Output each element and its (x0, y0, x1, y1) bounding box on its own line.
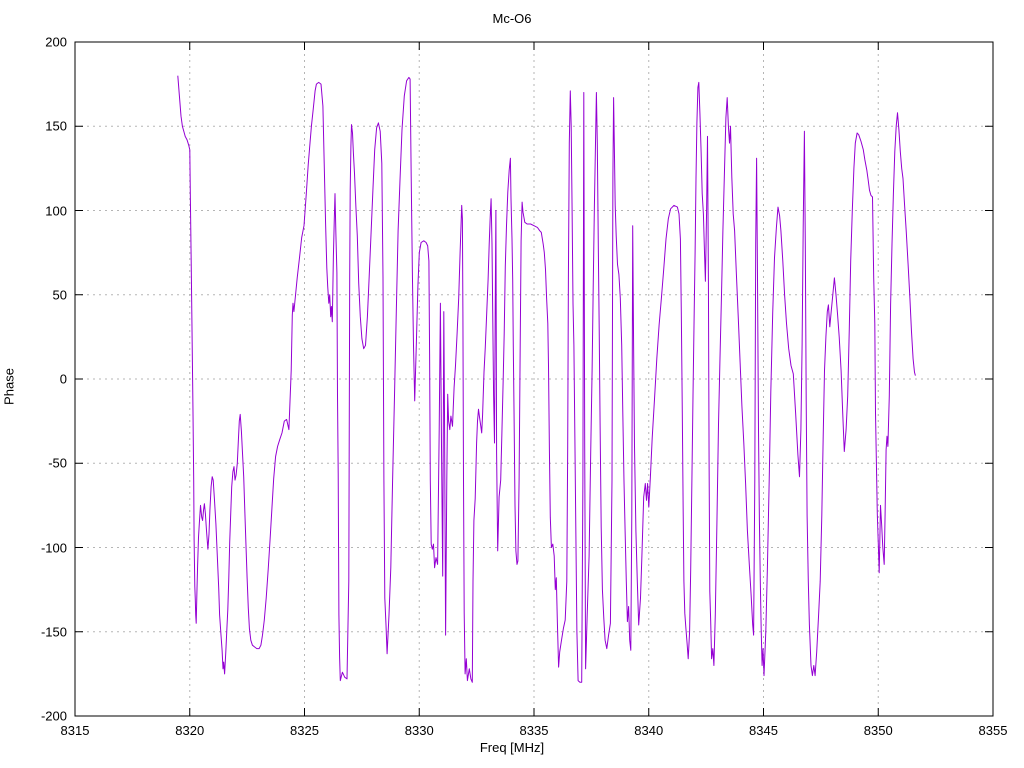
y-tick-label: 200 (45, 34, 67, 50)
y-tick-label: 50 (52, 287, 67, 303)
x-tick-label: 8320 (175, 723, 205, 738)
plot-border (74, 41, 994, 717)
y-tick-label: 0 (59, 371, 67, 387)
y-axis-title: Phase (1, 368, 17, 405)
phase-trace (177, 75, 916, 683)
y-tick-label: -150 (40, 624, 67, 640)
y-tick-label: 100 (45, 203, 67, 218)
x-tick-label: 8315 (60, 723, 90, 738)
y-tick-label: -100 (40, 540, 67, 555)
series-line (177, 75, 916, 683)
y-tick-label: -200 (40, 708, 67, 724)
x-tick-label: 8340 (634, 723, 664, 738)
x-axis-title: Freq [MHz] (479, 740, 545, 755)
x-tick-label: 8355 (978, 723, 1008, 738)
gridlines (75, 42, 993, 716)
x-tick-label: 8335 (519, 723, 549, 738)
x-tick-label: 8345 (749, 723, 778, 738)
x-tick-label: 8325 (290, 723, 319, 738)
y-tick-label: 150 (45, 118, 67, 134)
x-tick-label: 8330 (404, 723, 434, 738)
x-tick-label: 8350 (863, 723, 893, 738)
y-tick-label: -50 (48, 455, 67, 471)
chart-title: Mc-O6 (492, 11, 532, 26)
